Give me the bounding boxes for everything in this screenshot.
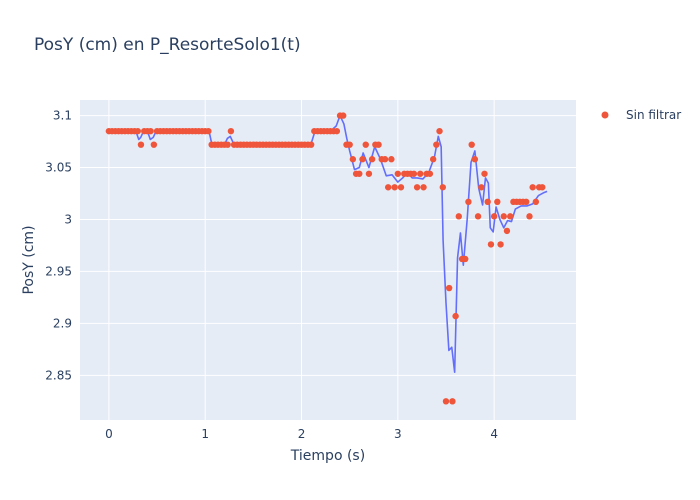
data-point [420,184,427,191]
data-point [368,156,376,163]
legend-label: Sin filtrar [626,108,681,122]
marker-layer [105,112,546,405]
data-point [503,227,511,235]
x-tick-label: 4 [490,427,498,441]
data-point [137,141,145,148]
x-tick-label: 2 [298,427,306,441]
data-point [497,241,504,248]
data-point [433,141,440,148]
data-point [349,156,357,163]
data-point [487,241,495,248]
x-tick-label: 0 [105,427,113,441]
data-point [523,198,530,206]
y-tick-label: 2.9 [53,316,72,330]
data-point [449,398,456,405]
data-point [307,141,315,148]
data-point [481,170,488,177]
data-point [394,170,402,177]
plot-area [80,100,576,420]
data-point [147,127,154,135]
x-axis-title: Tiempo (s) [290,448,365,464]
data-point [362,141,369,148]
x-tick-label: 3 [394,427,402,441]
data-point [227,127,235,135]
data-point [484,198,491,206]
data-point [468,141,475,148]
data-point [455,213,462,220]
y-tick-label: 2.95 [45,264,72,278]
data-point [439,184,446,191]
data-point [490,213,498,220]
data-point [462,255,469,263]
data-point [397,184,405,191]
data-point [224,141,231,148]
data-point [465,198,472,206]
legend-marker [601,111,609,119]
chart-title: PosY (cm) en P_ResorteSolo1(t) [34,35,301,55]
data-point [381,156,389,163]
y-axis-title: PosY (cm) [21,225,37,294]
data-point [442,398,450,405]
y-tick-label: 3.1 [53,109,72,123]
data-point [388,156,395,163]
legend[interactable]: Sin filtrar [601,108,682,122]
data-point [365,170,373,177]
data-point [359,156,366,163]
data-point [445,284,453,292]
data-point [413,184,421,191]
data-point [500,213,507,220]
data-point [539,184,546,191]
data-point [375,141,382,148]
data-point [507,213,514,220]
data-point [452,312,459,320]
data-point [134,127,141,135]
y-tick-label: 3.05 [45,161,72,175]
data-point [474,213,482,220]
data-point [410,170,418,177]
data-point [356,170,363,177]
data-point [346,141,353,148]
data-point [340,112,347,119]
data-point [426,170,434,177]
data-point [391,184,398,191]
grid [80,100,576,420]
data-point [150,141,158,148]
data-point [494,198,501,206]
tick-labels: 0 1 2 3 4 2.85 2.9 2.95 3 3.05 3.1 [45,109,498,441]
data-point [205,127,212,135]
x-tick-label: 1 [201,427,209,441]
y-tick-label: 3 [64,212,72,226]
data-point [333,127,341,135]
y-tick-label: 2.85 [45,368,72,382]
data-point [471,156,479,163]
data-point [417,170,424,177]
data-point [526,213,533,220]
data-point [429,156,437,163]
data-point [529,184,536,191]
data-point [532,198,540,206]
data-point [384,184,392,191]
data-point [436,127,443,135]
data-point [478,184,485,191]
